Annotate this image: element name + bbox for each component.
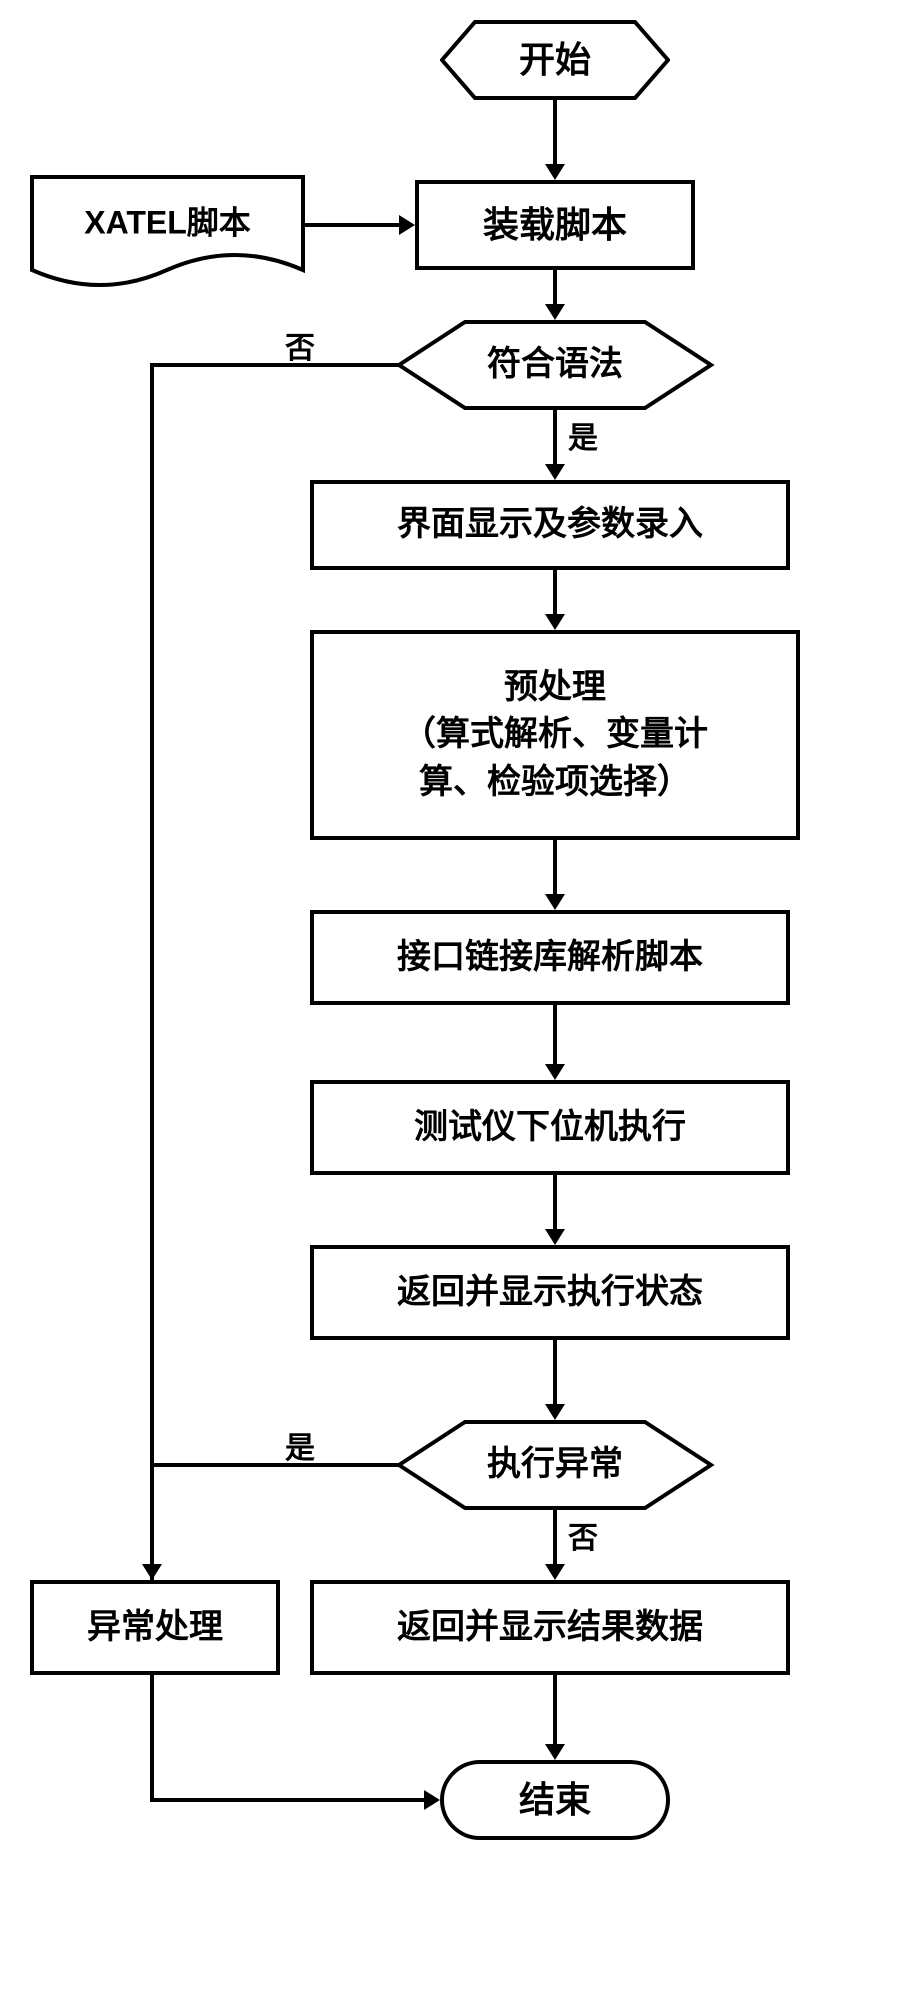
exception-yes-label: 是 xyxy=(285,1423,315,1467)
arrow-xatel-to-load-head xyxy=(399,215,415,235)
arrow-xatel-to-load xyxy=(305,223,399,227)
arrow-start-to-load-head xyxy=(545,164,565,180)
arrow-preprocess-to-interface-head xyxy=(545,894,565,910)
preprocess-label-2: （算式解析、变量计 xyxy=(402,711,708,759)
return-status-label: 返回并显示执行状态 xyxy=(397,1269,703,1317)
exception-handle-to-end-h xyxy=(150,1798,424,1802)
exception-handle-label: 异常处理 xyxy=(87,1604,223,1652)
syntax-no-line xyxy=(150,363,399,367)
arrow-ui-to-preprocess xyxy=(553,570,557,614)
exception-no-label: 否 xyxy=(568,1513,598,1557)
start-label: 开始 xyxy=(519,35,591,85)
flowchart-container: 开始 XATEL脚本 装载脚本 符合语法 否 是 界面显示及参数录入 xyxy=(0,20,909,1980)
arrow-interface-to-tester-head xyxy=(545,1064,565,1080)
arrow-result-to-end xyxy=(553,1675,557,1744)
arrow-load-to-syntax xyxy=(553,270,557,304)
return-status-process: 返回并显示执行状态 xyxy=(310,1245,790,1340)
exec-exception-label: 执行异常 xyxy=(487,1441,623,1489)
arrow-syntax-to-ui-head xyxy=(545,464,565,480)
tester-exec-label: 测试仪下位机执行 xyxy=(414,1104,686,1152)
exception-handle-to-end-head xyxy=(424,1790,440,1810)
exception-yes-line-h xyxy=(150,1463,399,1467)
end-label: 结束 xyxy=(519,1775,591,1825)
arrow-tester-to-status-head xyxy=(545,1229,565,1245)
exception-handle-down xyxy=(150,1675,154,1800)
arrow-preprocess-to-interface xyxy=(553,840,557,894)
arrow-result-to-end-head xyxy=(545,1744,565,1760)
exception-yes-arrow-head xyxy=(142,1564,162,1580)
end-terminator: 结束 xyxy=(440,1760,670,1840)
tester-exec-process: 测试仪下位机执行 xyxy=(310,1080,790,1175)
return-result-label: 返回并显示结果数据 xyxy=(397,1604,703,1652)
start-terminator: 开始 xyxy=(440,20,670,100)
preprocess-label-3: 算、检验项选择） xyxy=(419,759,691,807)
arrow-tester-to-status xyxy=(553,1175,557,1229)
ui-display-process: 界面显示及参数录入 xyxy=(310,480,790,570)
xatel-script-document: XATEL脚本 xyxy=(30,175,305,295)
arrow-load-to-syntax-head xyxy=(545,304,565,320)
arrow-status-to-exception xyxy=(553,1340,557,1404)
interface-lib-label: 接口链接库解析脚本 xyxy=(397,934,703,982)
syntax-yes-label: 是 xyxy=(568,413,598,457)
arrow-ui-to-preprocess-head xyxy=(545,614,565,630)
syntax-check-decision: 符合语法 xyxy=(395,320,715,410)
return-result-process: 返回并显示结果数据 xyxy=(310,1580,790,1675)
arrow-status-to-exception-head xyxy=(545,1404,565,1420)
preprocess-process: 预处理 （算式解析、变量计 算、检验项选择） xyxy=(310,630,800,840)
arrow-interface-to-tester xyxy=(553,1005,557,1064)
load-script-label: 装载脚本 xyxy=(483,200,627,250)
syntax-check-label: 符合语法 xyxy=(487,341,623,389)
load-script-process: 装载脚本 xyxy=(415,180,695,270)
arrow-exception-to-result-head xyxy=(545,1564,565,1580)
interface-lib-process: 接口链接库解析脚本 xyxy=(310,910,790,1005)
arrow-exception-to-result xyxy=(553,1510,557,1564)
ui-display-label: 界面显示及参数录入 xyxy=(397,501,703,549)
syntax-no-label: 否 xyxy=(285,323,315,367)
arrow-syntax-to-ui xyxy=(553,410,557,464)
exec-exception-decision: 执行异常 xyxy=(395,1420,715,1510)
arrow-start-to-load xyxy=(553,100,557,164)
exception-handle-process: 异常处理 xyxy=(30,1580,280,1675)
xatel-script-label: XATEL脚本 xyxy=(84,201,251,246)
syntax-no-line-down xyxy=(150,363,154,1580)
preprocess-label-1: 预处理 xyxy=(504,664,606,712)
